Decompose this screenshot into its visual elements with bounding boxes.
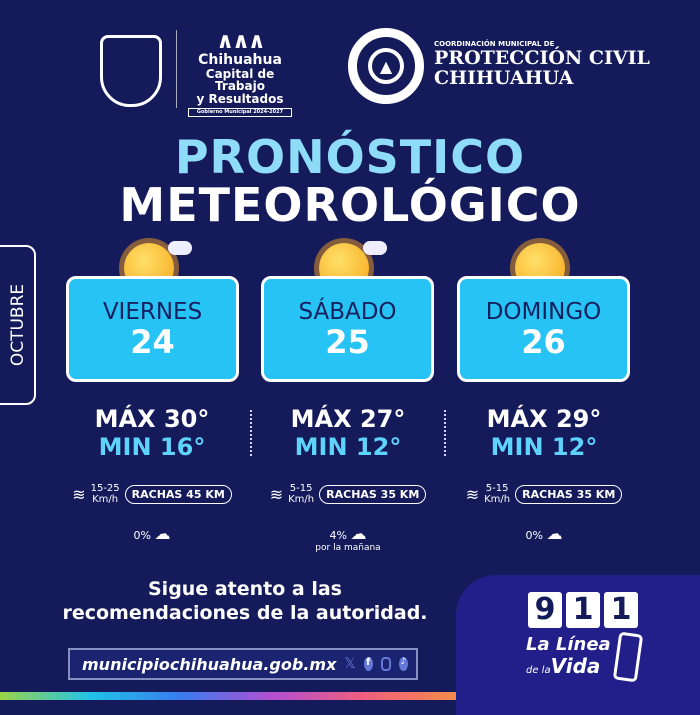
- rain-chance: 4% ☁ por la mañana: [315, 524, 381, 553]
- municipal-coat-of-arms: [100, 35, 162, 107]
- rain-chance: 0% ☁: [133, 524, 171, 543]
- gusts-badge: RACHAS 35 KM: [319, 484, 427, 504]
- footer-message: Sigue atento a las recomendaciones de la…: [62, 578, 428, 624]
- rain-cloud-icon: ☁: [350, 524, 367, 543]
- wind-icon: ≋: [72, 484, 86, 504]
- day-card: VIERNES 24: [66, 276, 239, 382]
- phone-icon: [612, 631, 644, 683]
- wind-icon: ≋: [465, 484, 480, 504]
- municipal-logo: ∧∧∧ Chihuahua Capital de Trabajo y Resul…: [184, 30, 296, 117]
- cloud-icon: [168, 241, 192, 255]
- day-card: SÁBADO 25: [261, 276, 434, 382]
- wind-info: ≋ 5-15 Km/h RACHAS 35 KM: [446, 483, 642, 505]
- emergency-panel: 9 1 1 La Línea de laVida: [456, 575, 700, 715]
- website-link[interactable]: municipiochihuahua.gob.mx 𝕏 f ♪: [68, 648, 418, 680]
- gusts-badge: RACHAS 45 KM: [124, 484, 232, 504]
- cloud-icon: [363, 241, 387, 255]
- temperatures: MÁX 30° MIN 16°: [94, 405, 210, 461]
- month-tab: OCTUBRE: [0, 245, 36, 405]
- day-card: DOMINGO 26: [457, 276, 630, 382]
- facebook-icon[interactable]: f: [363, 657, 373, 671]
- proteccion-civil-logo: COORDINACIÓN MUNICIPAL DE PROTECCIÓN CIV…: [434, 40, 650, 89]
- proteccion-civil-emblem: ▲: [348, 28, 424, 104]
- rain-cloud-icon: ☁: [154, 524, 171, 543]
- instagram-icon[interactable]: [380, 657, 392, 671]
- rain-cloud-icon: ☁: [546, 524, 563, 543]
- gusts-badge: RACHAS 35 KM: [515, 484, 623, 504]
- x-icon[interactable]: 𝕏: [344, 656, 356, 672]
- wind-info: ≋ 15-25 Km/h RACHAS 45 KM: [54, 483, 250, 505]
- wind-icon: ≋: [269, 484, 284, 504]
- temperatures: MÁX 29° MIN 12°: [486, 405, 602, 461]
- title-line1: PRONÓSTICO: [174, 130, 526, 184]
- rain-chance: 0% ☁: [525, 524, 563, 543]
- tiktok-icon[interactable]: ♪: [399, 657, 408, 671]
- title-line2: METEOROLÓGICO: [119, 178, 581, 232]
- wind-info: ≋ 5-15 Km/h RACHAS 35 KM: [250, 483, 446, 505]
- rainbow-stripe: [0, 692, 456, 700]
- temperatures: MÁX 27° MIN 12°: [290, 405, 406, 461]
